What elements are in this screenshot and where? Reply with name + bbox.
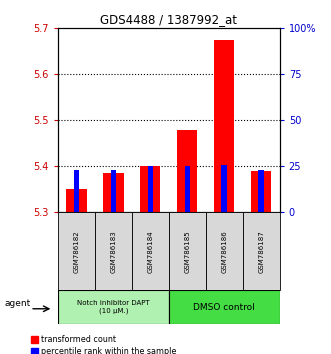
FancyBboxPatch shape bbox=[169, 290, 280, 324]
Bar bbox=[140, 166, 161, 212]
Text: GSM786186: GSM786186 bbox=[221, 230, 227, 273]
Text: Notch inhibitor DAPT
(10 μM.): Notch inhibitor DAPT (10 μM.) bbox=[77, 300, 150, 314]
Text: GSM786182: GSM786182 bbox=[73, 230, 79, 273]
FancyBboxPatch shape bbox=[58, 212, 95, 290]
Text: GSM786184: GSM786184 bbox=[147, 230, 153, 273]
FancyBboxPatch shape bbox=[243, 212, 280, 290]
FancyBboxPatch shape bbox=[206, 212, 243, 290]
Bar bbox=[111, 170, 116, 212]
Bar bbox=[259, 170, 264, 212]
Title: GDS4488 / 1387992_at: GDS4488 / 1387992_at bbox=[100, 13, 237, 26]
FancyBboxPatch shape bbox=[132, 212, 169, 290]
Bar bbox=[251, 171, 271, 212]
FancyBboxPatch shape bbox=[58, 290, 169, 324]
Bar bbox=[177, 130, 198, 212]
Bar bbox=[148, 166, 153, 212]
Bar bbox=[103, 173, 123, 212]
Bar bbox=[214, 40, 234, 212]
Bar bbox=[184, 166, 190, 212]
Bar bbox=[66, 189, 87, 212]
Text: GSM786187: GSM786187 bbox=[258, 230, 264, 273]
FancyBboxPatch shape bbox=[95, 212, 132, 290]
Text: GSM786183: GSM786183 bbox=[110, 230, 117, 273]
Text: agent: agent bbox=[5, 298, 31, 308]
Text: DMSO control: DMSO control bbox=[193, 303, 255, 312]
Bar bbox=[73, 170, 79, 212]
Text: GSM786185: GSM786185 bbox=[184, 230, 190, 273]
Legend: transformed count, percentile rank within the sample: transformed count, percentile rank withi… bbox=[30, 335, 176, 354]
FancyBboxPatch shape bbox=[169, 212, 206, 290]
Bar bbox=[221, 165, 227, 212]
